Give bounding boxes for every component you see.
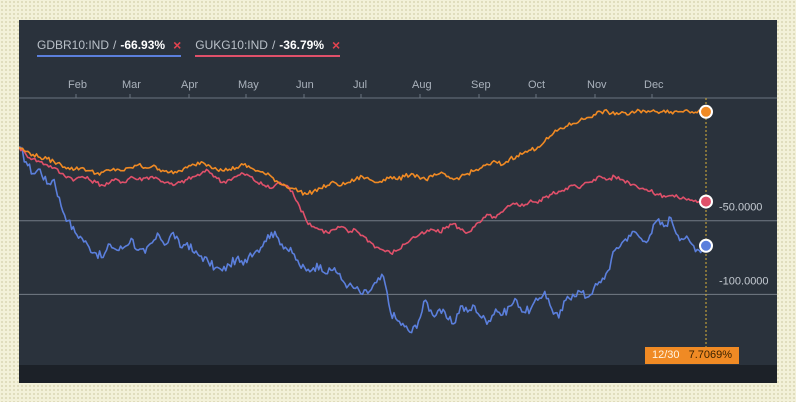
x-tick-label: Dec — [644, 79, 664, 91]
y-tick-label: -50.0000 — [719, 202, 762, 214]
series-endpoint-marker — [699, 238, 713, 253]
chart-panel: Feb Mar Apr May Jun Jul Aug Sep Oct Nov Dec -50.000… — [19, 20, 777, 383]
legend-separator: / — [271, 38, 276, 52]
x-tick-label: Apr — [181, 79, 198, 91]
remove-series-icon[interactable]: × — [332, 37, 341, 53]
y-tick-label: -100.0000 — [719, 275, 769, 287]
series-line-gdbr10-ind — [19, 146, 707, 334]
x-tick-label: Sep — [471, 79, 491, 91]
legend-item-gukg10[interactable]: GUKG10:IND / -36.79% × — [195, 37, 341, 57]
legend-change-value: -66.93% — [120, 38, 166, 52]
x-tick-label: Jul — [353, 79, 367, 91]
remove-series-icon[interactable]: × — [173, 37, 182, 53]
legend-change-value: -36.79% — [279, 38, 324, 52]
legend-series-name: GDBR10:IND — [37, 38, 110, 52]
series-endpoint-marker — [699, 104, 713, 119]
x-tick-label: Mar — [122, 79, 141, 91]
series-endpoint-marker — [699, 194, 713, 209]
legend-series-name: GUKG10:IND — [195, 38, 268, 52]
x-tick-label: Aug — [412, 79, 432, 91]
x-tick-label: May — [238, 79, 259, 91]
legend: GDBR10:IND / -66.93% × GUKG10:IND / -36.… — [37, 37, 341, 60]
legend-item-gdbr10[interactable]: GDBR10:IND / -66.93% × — [37, 37, 182, 57]
series-line-unnamed-2 — [19, 108, 707, 196]
chart-svg[interactable]: Feb Mar Apr May Jun Jul Aug Sep Oct Nov Dec -50.000… — [19, 20, 777, 383]
legend-separator: / — [113, 38, 117, 52]
x-tick-label: Oct — [528, 79, 545, 91]
x-tick-label: Nov — [587, 79, 607, 91]
readout-value: 7.7069% — [688, 349, 733, 361]
chart-footer-bar — [19, 365, 777, 383]
readout-date: 12/30 — [652, 349, 680, 361]
x-tick-label: Feb — [68, 79, 87, 91]
series-line-gukg10-ind — [19, 146, 707, 255]
crosshair-readout: 12/30 7.7069% — [645, 347, 740, 364]
x-tick-label: Jun — [296, 79, 314, 91]
